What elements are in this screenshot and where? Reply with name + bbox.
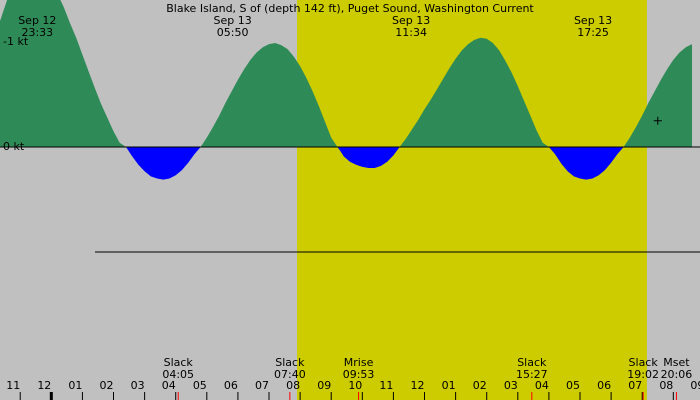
peak-date-label: Sep 13 [214, 14, 252, 27]
peak-time-label: 17:25 [577, 26, 609, 39]
peak-date-label: Sep 13 [392, 14, 430, 27]
hour-tick-label: 09 [690, 379, 700, 392]
hour-tick-label: 05 [566, 379, 580, 392]
event-label: Slack [517, 356, 547, 369]
hour-tick-label: 02 [100, 379, 114, 392]
event-time-label: 07:40 [274, 368, 306, 381]
hour-tick-label: 12 [411, 379, 425, 392]
y-tick-label: 0 kt [3, 140, 25, 153]
event-time-label: 04:05 [162, 368, 194, 381]
event-label: Slack [275, 356, 305, 369]
peak-date-label: Sep 13 [574, 14, 612, 27]
peak-time-label: 11:34 [395, 26, 427, 39]
hour-tick-label: 03 [504, 379, 518, 392]
hour-tick-label: 06 [597, 379, 611, 392]
peak-date-label: Sep 12 [18, 14, 56, 27]
event-time-label: 19:02 [627, 368, 659, 381]
hour-tick-label: 05 [193, 379, 207, 392]
hour-tick-label: 11 [379, 379, 393, 392]
flood-current-area [0, 147, 692, 180]
hour-tick-label: 01 [442, 379, 456, 392]
hour-tick-label: 10 [348, 379, 362, 392]
event-time-label: 20:06 [661, 368, 693, 381]
hour-tick-label: 12 [37, 379, 51, 392]
hour-tick-label: 08 [659, 379, 673, 392]
hour-tick-label: 04 [162, 379, 176, 392]
hour-tick-label: 07 [628, 379, 642, 392]
event-label: Mrise [344, 356, 374, 369]
current-time-marker [653, 116, 662, 125]
event-label: Mset [663, 356, 690, 369]
event-label: Slack [164, 356, 194, 369]
event-time-label: 09:53 [343, 368, 375, 381]
peak-time-label: 23:33 [21, 26, 53, 39]
hour-tick-label: 08 [286, 379, 300, 392]
hour-tick-label: 11 [6, 379, 20, 392]
hour-tick-label: 07 [255, 379, 269, 392]
ebb-current-area [0, 0, 692, 147]
hour-tick-label: 06 [224, 379, 238, 392]
chart-title: Blake Island, S of (depth 142 ft), Puget… [166, 2, 534, 15]
event-label: Slack [629, 356, 659, 369]
y-tick-label: -1 kt [3, 35, 29, 48]
hour-tick-label: 03 [131, 379, 145, 392]
hour-tick-label: 09 [317, 379, 331, 392]
hour-tick-label: 01 [68, 379, 82, 392]
hour-tick-label: 02 [473, 379, 487, 392]
peak-time-label: 05:50 [217, 26, 249, 39]
hour-tick-label: 04 [535, 379, 549, 392]
event-time-label: 15:27 [516, 368, 548, 381]
